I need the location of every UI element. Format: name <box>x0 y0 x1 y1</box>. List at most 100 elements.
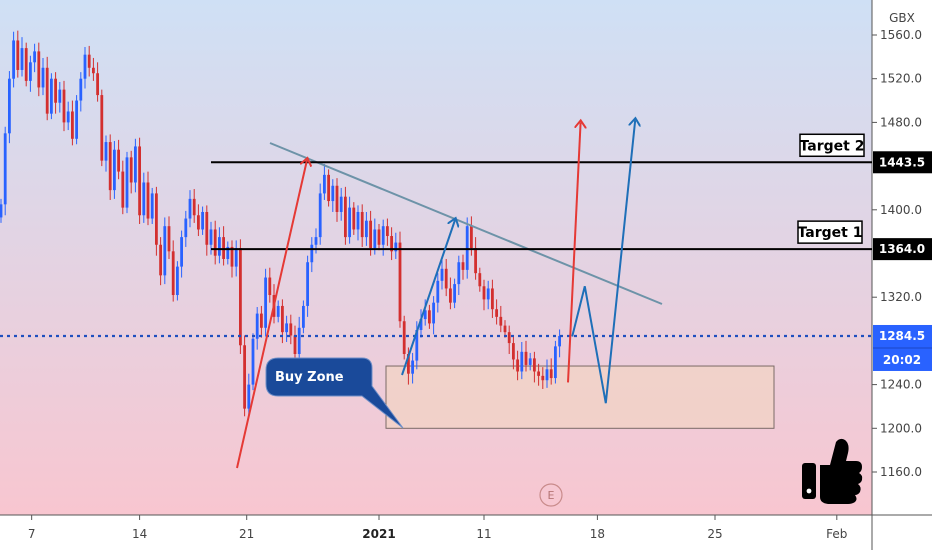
candle-body <box>440 268 444 281</box>
candle-body <box>356 211 360 230</box>
candle-body <box>20 48 24 70</box>
bullish-projection-arrow[interactable] <box>567 122 581 383</box>
candle-body <box>390 236 393 252</box>
currency-label: GBX <box>889 11 915 25</box>
candle-body <box>83 54 87 79</box>
candle-body <box>297 327 301 355</box>
price-tick-label: 1520.0 <box>880 72 922 86</box>
candle-body <box>407 354 410 374</box>
svg-text:1364.0: 1364.0 <box>879 242 925 256</box>
candle-body <box>138 146 141 216</box>
candle-body <box>192 198 196 216</box>
candle-body <box>209 229 213 245</box>
candle-body <box>251 338 255 385</box>
candle-body <box>255 313 259 339</box>
candle-body <box>24 48 28 81</box>
buy-zone-callout[interactable]: Buy Zone <box>265 357 404 429</box>
candle-body <box>213 229 217 256</box>
candle-body <box>507 332 511 344</box>
candle-body <box>423 310 427 320</box>
candle-body <box>377 229 381 245</box>
candle-body <box>369 220 372 249</box>
svg-text:E: E <box>548 489 555 502</box>
candle-body <box>457 262 461 285</box>
candle-body <box>520 351 524 372</box>
candle-body <box>537 371 540 376</box>
candle-body <box>533 358 536 372</box>
candle-body <box>314 237 318 245</box>
candle-body <box>528 358 532 365</box>
time-tick-label: 18 <box>590 527 605 541</box>
candle-body <box>234 248 238 267</box>
candle-body <box>293 335 297 355</box>
candle-body <box>41 67 45 88</box>
candle-body <box>549 369 553 379</box>
earnings-marker[interactable]: E <box>539 483 563 507</box>
candle-body <box>260 313 263 328</box>
candle-body <box>335 185 339 212</box>
candle-body <box>415 329 419 361</box>
candle-body <box>541 375 545 381</box>
plot-background <box>0 0 872 515</box>
alternate-projection-arrow[interactable] <box>571 120 635 404</box>
candle-body <box>306 262 309 306</box>
time-axis[interactable]: 7 14 21 2021 11 18 25 Feb <box>28 515 848 541</box>
candle-body <box>184 218 188 238</box>
candle-body <box>331 185 335 202</box>
candle-body <box>436 280 440 303</box>
candle-body <box>50 78 53 114</box>
candle-body <box>218 237 221 256</box>
time-tick-label: 11 <box>476 527 491 541</box>
candle-body <box>365 220 368 238</box>
target-1-label: Target 1 <box>797 220 863 244</box>
candle-body <box>129 157 133 183</box>
candle-body <box>54 78 57 103</box>
candle-body <box>516 359 519 372</box>
candle-body <box>171 251 175 296</box>
candle-body <box>121 171 125 208</box>
candle-body <box>327 174 330 202</box>
candle-body <box>205 211 209 245</box>
candle-body <box>461 262 465 270</box>
target-2-label: Target 2 <box>799 133 865 158</box>
time-tick-label: 25 <box>707 527 722 541</box>
candle-body <box>104 142 108 161</box>
candle-body <box>545 369 549 381</box>
candle-body <box>155 193 158 245</box>
price-axis[interactable]: GBX 1560.0 1520.0 1480.0 1400.0 1320.0 1240.0… <box>872 11 922 479</box>
thumbs-up-icon <box>802 438 863 504</box>
time-tick-label: 7 <box>28 527 36 541</box>
candle-body <box>33 51 36 63</box>
candle-body <box>276 305 280 317</box>
candle-body <box>75 100 78 139</box>
candle-body <box>503 325 507 333</box>
candle-body <box>29 62 32 81</box>
candle-body <box>344 196 347 238</box>
candle-body <box>285 323 288 333</box>
candle-body <box>428 310 431 324</box>
candle-body <box>478 273 482 287</box>
candlestick-series <box>0 30 561 417</box>
candle-body <box>268 277 272 296</box>
svg-text:Target 1: Target 1 <box>798 225 863 241</box>
candle-body <box>96 73 99 96</box>
candle-body <box>58 89 62 103</box>
candle-body <box>159 244 162 276</box>
buy-zone-box[interactable] <box>385 365 775 429</box>
candle-body <box>360 211 364 238</box>
candle-body <box>432 302 435 324</box>
candle-body <box>339 196 343 212</box>
price-tick-label: 1400.0 <box>880 203 922 217</box>
candle-body <box>495 309 498 317</box>
candle-body <box>150 193 154 219</box>
candle-body <box>289 323 293 336</box>
candle-body <box>524 351 528 365</box>
candle-body <box>348 207 351 238</box>
candle-body <box>373 229 377 249</box>
candle-body <box>62 89 66 123</box>
candle-body <box>108 142 112 191</box>
resistance-trendline[interactable] <box>269 142 663 305</box>
candle-body <box>352 207 356 230</box>
